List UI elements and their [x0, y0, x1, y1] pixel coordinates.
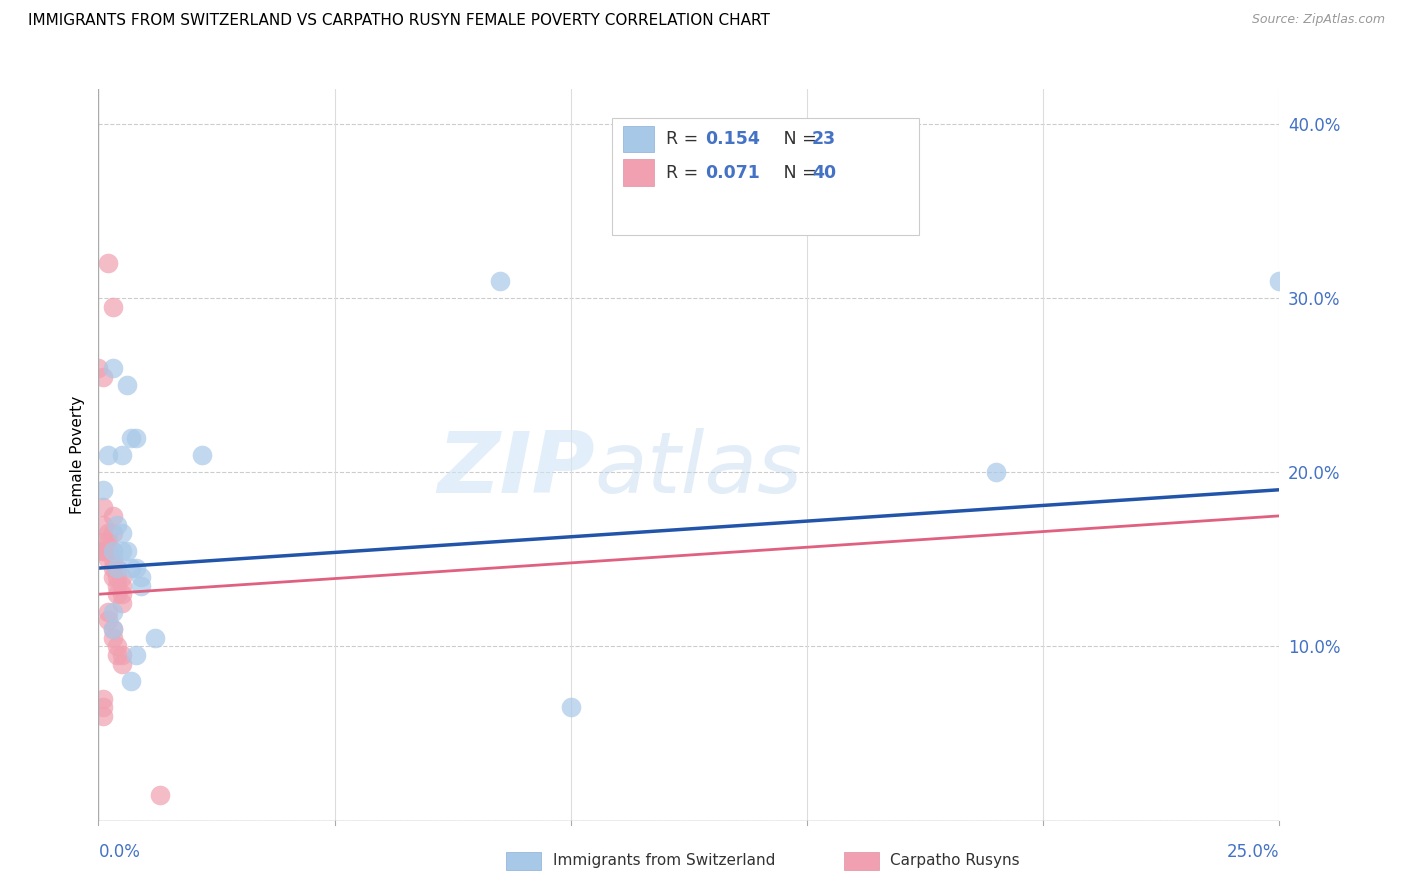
Point [125, 648, 148, 663]
Point [105, 517, 128, 532]
Point [97, 526, 120, 541]
Point [91, 369, 114, 384]
Point [97, 605, 120, 619]
Point [121, 674, 143, 689]
Point [97, 256, 120, 270]
Point [101, 552, 124, 566]
Text: N =: N = [766, 129, 823, 147]
Point [111, 587, 134, 601]
Text: ZIP: ZIP [437, 428, 595, 511]
Point [91, 483, 114, 497]
Point [87, 360, 110, 375]
Point [143, 631, 166, 645]
Point [97, 535, 120, 549]
Point [91, 691, 114, 706]
Point [101, 508, 124, 523]
Point [149, 788, 172, 802]
Point [125, 561, 148, 575]
Text: N =: N = [766, 163, 823, 181]
Text: IMMIGRANTS FROM SWITZERLAND VS CARPATHO RUSYN FEMALE POVERTY CORRELATION CHART: IMMIGRANTS FROM SWITZERLAND VS CARPATHO … [28, 13, 770, 29]
Point [489, 274, 512, 288]
Point [125, 430, 148, 444]
Point [91, 517, 114, 532]
Point [91, 543, 114, 558]
Point [105, 578, 128, 592]
Text: R =: R = [665, 129, 703, 147]
Point [91, 535, 114, 549]
Point [111, 657, 134, 671]
Point [97, 552, 120, 566]
Point [105, 648, 128, 663]
Point [97, 543, 120, 558]
Point [111, 648, 134, 663]
Point [101, 561, 124, 575]
Point [97, 543, 120, 558]
Point [121, 561, 143, 575]
Point [111, 578, 134, 592]
Text: Immigrants from Switzerland: Immigrants from Switzerland [553, 854, 775, 868]
Point [115, 543, 138, 558]
Point [111, 570, 134, 584]
Point [105, 561, 128, 575]
Point [101, 622, 124, 636]
Point [111, 526, 134, 541]
Text: R =: R = [665, 163, 703, 181]
Point [111, 596, 134, 610]
Point [129, 578, 152, 592]
Text: Carpatho Rusyns: Carpatho Rusyns [890, 854, 1019, 868]
Point [105, 640, 128, 654]
Text: Source: ZipAtlas.com: Source: ZipAtlas.com [1251, 13, 1385, 27]
Text: 0.071: 0.071 [704, 163, 759, 181]
Point [984, 466, 1007, 480]
Y-axis label: Female Poverty: Female Poverty [70, 396, 86, 514]
Text: 23: 23 [811, 129, 837, 147]
Point [111, 448, 134, 462]
Point [115, 378, 138, 392]
Point [101, 631, 124, 645]
Point [101, 360, 124, 375]
Point [101, 526, 124, 541]
Point [91, 543, 114, 558]
Text: 0.154: 0.154 [704, 129, 759, 147]
Point [111, 543, 134, 558]
Text: 0.0%: 0.0% [98, 843, 141, 861]
Point [1268, 274, 1291, 288]
Text: 25.0%: 25.0% [1227, 843, 1279, 861]
Point [97, 448, 120, 462]
Point [101, 543, 124, 558]
Text: 40: 40 [811, 163, 837, 181]
Point [105, 587, 128, 601]
Point [129, 570, 152, 584]
Point [91, 500, 114, 515]
Point [105, 561, 128, 575]
Point [101, 605, 124, 619]
Point [91, 709, 114, 723]
Point [560, 700, 582, 714]
Point [97, 613, 120, 627]
Point [191, 448, 214, 462]
Text: atlas: atlas [595, 428, 803, 511]
Point [91, 700, 114, 714]
Point [105, 570, 128, 584]
Point [101, 570, 124, 584]
Point [101, 622, 124, 636]
Point [101, 543, 124, 558]
Point [121, 430, 143, 444]
Point [101, 300, 124, 314]
